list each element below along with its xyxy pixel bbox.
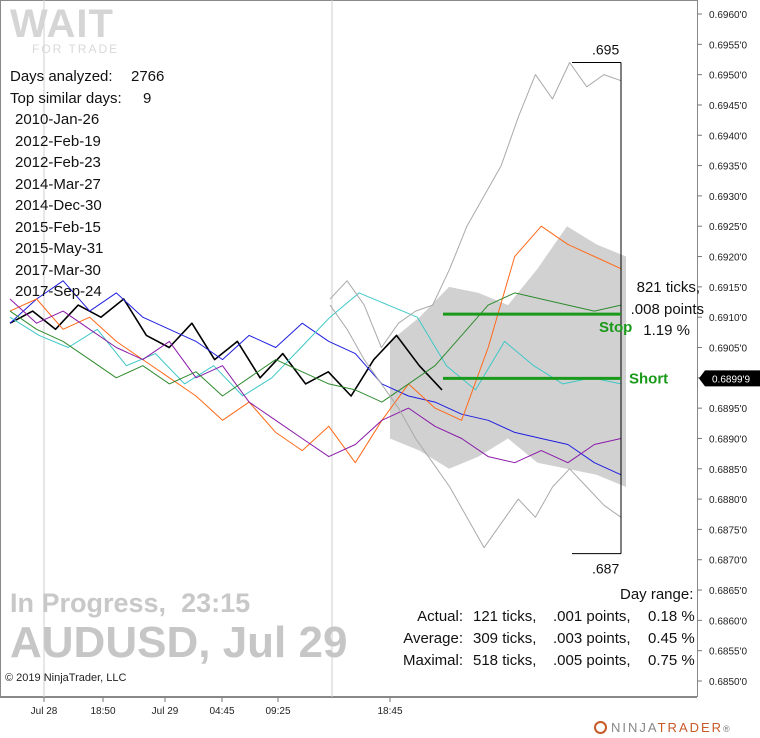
y-tick-label: 0.6955'0 (709, 40, 747, 51)
y-tick-label: 0.6875'0 (709, 525, 747, 536)
similar-day-series (9, 298, 622, 464)
day-range-ticks: 518 ticks, (473, 652, 537, 669)
similar-day-series (9, 298, 443, 397)
day-range-pct: 0.75 % (648, 652, 695, 669)
short-label: Short (629, 370, 668, 387)
x-tick-label: Jul 28 (31, 706, 58, 717)
instrument-title: AUDUSD, Jul 29 (10, 618, 347, 668)
similar-day-item: 2015-Feb-15 (15, 218, 101, 236)
similar-day-item: 2010-Jan-26 (15, 111, 100, 128)
projection-band (390, 226, 626, 487)
y-tick-label: 0.6945'0 (709, 101, 747, 112)
days-analyzed-value: 2766 (131, 68, 165, 85)
y-tick-label: 0.6950'0 (709, 71, 747, 82)
day-range-points: .005 points, (553, 652, 631, 669)
logo-tagline: FOR TRADE (32, 42, 120, 56)
ninjatrader-logo: NINJATRADER® (594, 720, 732, 735)
similar-day-series (329, 304, 622, 549)
status-line: In Progress, 23:15 (10, 588, 250, 619)
similar-day-item: 2014-Mar-27 (15, 175, 101, 193)
similar-day-item: 2012-Feb-23 (15, 154, 101, 171)
brand-ninja: NINJA (611, 720, 658, 735)
y-tick-label: 0.6935'0 (709, 162, 747, 173)
y-tick-label: 0.6860'0 (709, 616, 747, 627)
logo-wordmark: WAIT (10, 2, 114, 46)
status-text: In Progress, (10, 588, 167, 618)
y-tick-label: 0.6850'0 (709, 677, 747, 688)
points-text: .008 points (631, 301, 704, 318)
day-range-label: Average: (403, 630, 463, 647)
x-tick-label: Jul 29 (152, 706, 179, 717)
x-tick-label: 18:45 (377, 706, 402, 717)
y-tick-label: 0.6870'0 (709, 556, 747, 567)
wait-for-trade-logo: WAIT FOR TRADE (10, 4, 119, 56)
status-time: 23:15 (181, 588, 251, 618)
similar-day-item: 2012-Feb-19 (15, 132, 101, 150)
similar-day-series (329, 62, 622, 348)
y-tick-label: 0.6880'0 (709, 495, 747, 506)
ticks-text: 821 ticks, (637, 279, 700, 296)
day-range-points: .001 points, (553, 608, 631, 625)
similar-day-series (9, 292, 622, 397)
ninjatrader-icon (594, 721, 607, 734)
y-tick-label: 0.6910'0 (709, 313, 747, 324)
current-price-marker (699, 370, 760, 387)
brand-trader: TRADER (657, 720, 724, 735)
x-tick-label: 04:45 (209, 706, 234, 717)
copyright: © 2019 NinjaTrader, LLC (5, 672, 127, 684)
y-tick-label: 0.6920'0 (709, 253, 747, 264)
day-range-ticks: 309 ticks, (473, 630, 537, 647)
range-high-label: .695 (592, 42, 619, 58)
y-tick-label: 0.6915'0 (709, 283, 747, 294)
day-range-label: Actual: (417, 608, 463, 625)
similar-day-series (9, 292, 622, 403)
top-similar-value: 9 (143, 90, 152, 107)
day-range-pct: 0.45 % (648, 630, 695, 647)
brand-suffix: ® (723, 724, 732, 734)
y-tick-label: 0.6890'0 (709, 434, 747, 445)
x-tick-label: 18:50 (90, 706, 115, 717)
day-range-ticks: 121 ticks, (473, 608, 537, 625)
y-tick-label: 0.6940'0 (709, 131, 747, 142)
percent-text: 1.19 % (643, 322, 690, 339)
instrument-symbol: AUDUSD, (10, 618, 211, 667)
similar-day-item: 2014-Dec-30 (15, 197, 102, 214)
range-low-label: .687 (592, 561, 619, 577)
y-tick-label: 0.6865'0 (709, 586, 747, 597)
y-tick-label: 0.6905'0 (709, 344, 747, 355)
y-tick-label: 0.6895'0 (709, 404, 747, 415)
y-tick-label: 0.6960'0 (709, 10, 747, 21)
day-range-pct: 0.18 % (648, 608, 695, 625)
y-tick-label: 0.6930'0 (709, 192, 747, 203)
similar-day-series (9, 225, 622, 464)
days-analyzed-label: Days analyzed: (10, 68, 113, 85)
similar-day-item: 2017-Sep-24 (15, 283, 102, 300)
similar-day-item: 2015-May-31 (15, 240, 104, 257)
current-price-label: 0.6899'9 (712, 374, 750, 385)
similar-day-item: 2017-Mar-30 (15, 261, 101, 279)
y-tick-label: 0.6885'0 (709, 465, 747, 476)
x-tick-label: 09:25 (265, 706, 290, 717)
day-range-label: Maximal: (402, 652, 463, 669)
stop-label: Stop (599, 319, 632, 336)
day-range-points: .003 points, (553, 630, 631, 647)
top-similar-label: Top similar days: (10, 90, 122, 107)
day-range-title: Day range: (620, 586, 694, 603)
y-tick-label: 0.6925'0 (709, 222, 747, 233)
instrument-date: Jul 29 (222, 618, 348, 667)
y-tick-label: 0.6855'0 (709, 647, 747, 658)
